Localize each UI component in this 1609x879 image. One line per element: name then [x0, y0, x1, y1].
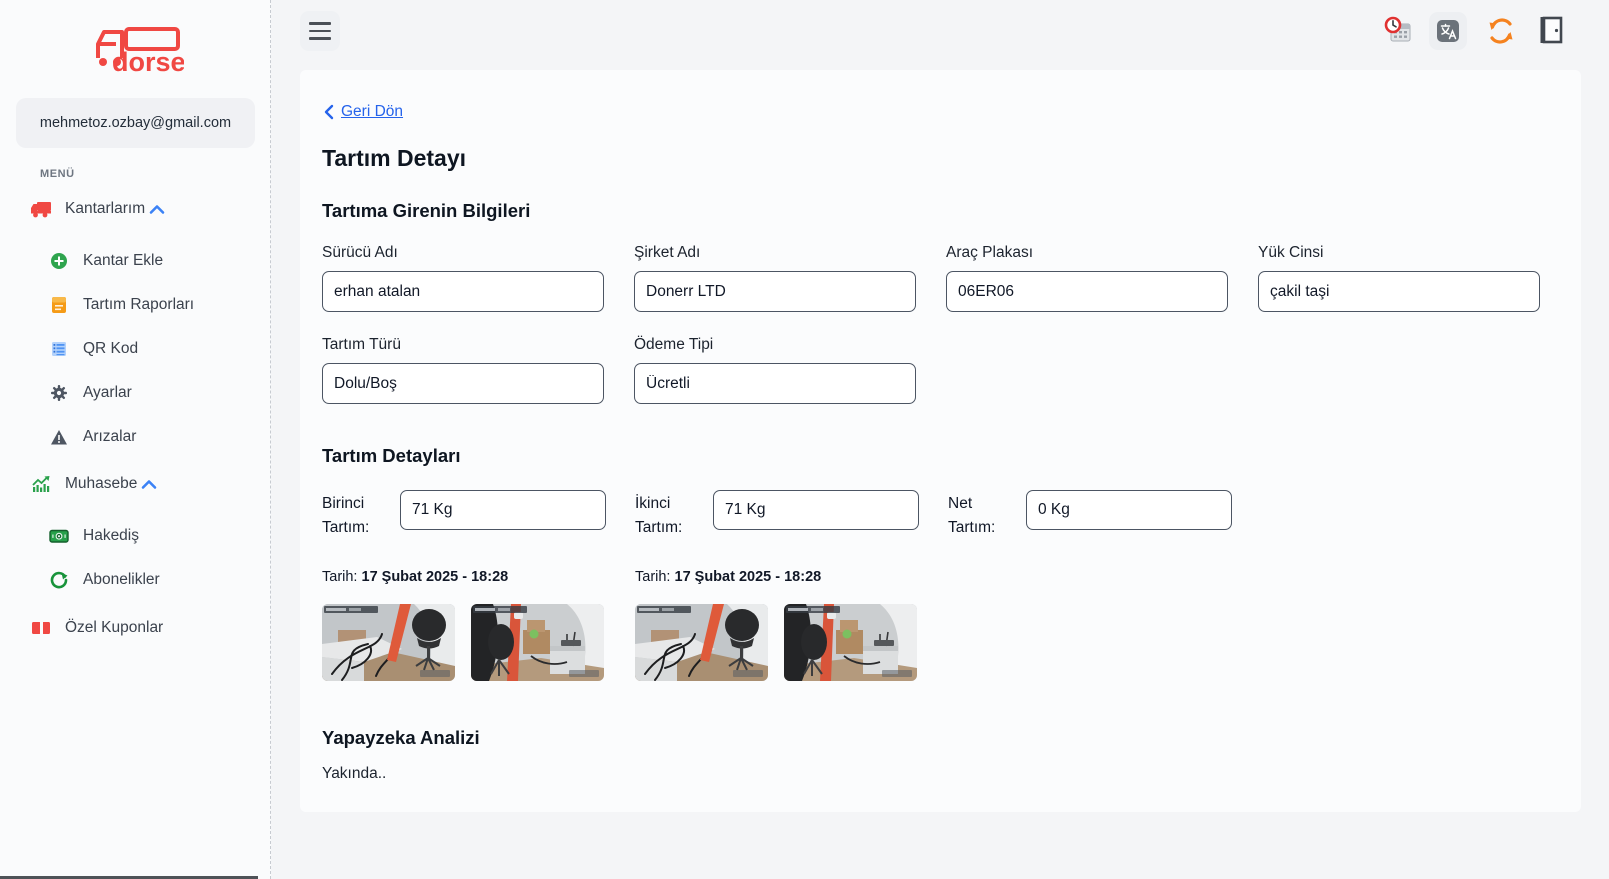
sirket-adi-input[interactable]: [634, 271, 916, 312]
sidebar-item-label: Kantarlarım: [65, 200, 146, 217]
sidebar: dorse mehmetoz.ozbay@gmail.com MENÜ Kant…: [0, 0, 271, 879]
back-link[interactable]: Geri Dön: [322, 103, 403, 121]
user-email: mehmetoz.ozbay@gmail.com: [39, 115, 232, 131]
camera-snapshot-2[interactable]: [471, 604, 604, 682]
field-label-surucu-adi: Sürücü Adı: [322, 244, 398, 261]
weighing-values-row: Birinci Tartım: İkinci Tartım: Net Tartı…: [322, 490, 1559, 540]
translate-icon[interactable]: [1429, 12, 1467, 50]
birinci-tartim-label: Birinci Tartım:: [322, 495, 370, 537]
surucu-adi-input[interactable]: [322, 271, 604, 312]
field-label-yuk-cinsi: Yük Cinsi: [1258, 244, 1324, 261]
gear-icon: [48, 384, 70, 402]
sidebar-item-abonelikler[interactable]: Abonelikler: [0, 558, 271, 602]
info-fields-row-2: Tartım Türü Ödeme Tipi: [322, 336, 1559, 404]
sidebar-item-label: Tartım Raporları: [83, 296, 195, 313]
coupon-icon: [30, 620, 52, 636]
sidebar-item-label: Arızalar: [83, 428, 137, 445]
sidebar-item-ayarlar[interactable]: Ayarlar: [0, 371, 271, 415]
second-weighing-date: Tarih: 17 Şubat 2025 - 18:28: [635, 569, 822, 586]
sidebar-nav: Kantarlarım Kantar Ekle: [0, 187, 271, 650]
ikinci-tartim-input[interactable]: [713, 490, 919, 530]
menu-section-label: MENÜ: [40, 168, 75, 180]
field-label-tartim-turu: Tartım Türü: [322, 336, 401, 353]
qr-list-icon: [48, 340, 70, 358]
sidebar-item-qr-kod[interactable]: QR Kod: [0, 327, 271, 371]
weighing-dates-row: Tarih: 17 Şubat 2025 - 18:28 Tarih: 17 Ş…: [322, 569, 1559, 585]
field-label-sirket-adi: Şirket Adı: [634, 244, 701, 261]
plus-circle-icon: [48, 252, 70, 270]
camera-snapshot-4[interactable]: [784, 604, 917, 682]
details-section-heading: Tartım Detayları: [322, 445, 461, 466]
truck-icon: [30, 200, 52, 218]
yuk-cinsi-input[interactable]: [1258, 271, 1540, 312]
sidebar-item-label: Hakediş: [83, 527, 139, 544]
user-email-chip[interactable]: mehmetoz.ozbay@gmail.com: [16, 98, 255, 148]
sidebar-item-label: Muhasebe: [65, 475, 138, 492]
ai-section-text: Yakında..: [322, 765, 387, 783]
hamburger-menu-icon[interactable]: [300, 11, 340, 51]
sidebar-item-kantarlarim[interactable]: Kantarlarım: [0, 187, 271, 231]
sidebar-item-label: Ayarlar: [83, 384, 132, 401]
odeme-tipi-input[interactable]: [634, 363, 916, 404]
ikinci-tartim-label: İkinci Tartım:: [635, 495, 683, 537]
chart-icon: [30, 475, 52, 493]
sidebar-item-arizalar[interactable]: Arızalar: [0, 415, 271, 459]
net-tartim-input[interactable]: [1026, 490, 1232, 530]
field-label-arac-plakasi: Araç Plakası: [946, 244, 1034, 261]
field-label-odeme-tipi: Ödeme Tipi: [634, 336, 714, 353]
sidebar-item-hakedis[interactable]: Hakediş: [0, 514, 271, 558]
ai-section-heading: Yapayzeka Analizi: [322, 727, 480, 749]
sidebar-item-ozel-kuponlar[interactable]: Özel Kuponlar: [0, 606, 271, 650]
first-weighing-date: Tarih: 17 Şubat 2025 - 18:28: [322, 569, 509, 586]
sidebar-item-label: Kantar Ekle: [83, 252, 164, 269]
calendar-clock-icon[interactable]: [1383, 16, 1413, 46]
camera-snapshot-3[interactable]: [635, 604, 768, 682]
sidebar-item-label: Özel Kuponlar: [65, 619, 164, 636]
weighing-photos-row: [322, 604, 1559, 682]
chevron-up-icon: [141, 479, 157, 490]
sidebar-item-label: QR Kod: [83, 340, 139, 357]
chevron-left-icon: [324, 104, 334, 120]
tartim-turu-input[interactable]: [322, 363, 604, 404]
report-icon: [48, 296, 70, 314]
net-tartim-label: Net Tartım:: [948, 495, 996, 537]
camera-snapshot-1[interactable]: [322, 604, 455, 682]
exit-door-icon[interactable]: [1537, 15, 1565, 45]
sidebar-item-kantar-ekle[interactable]: Kantar Ekle: [0, 239, 271, 283]
info-fields-row-1: Sürücü Adı Şirket Adı Araç Plakası Yük C…: [322, 244, 1559, 312]
money-icon: [48, 528, 70, 544]
brand-logo[interactable]: dorse: [0, 20, 271, 74]
sidebar-item-label: Abonelikler: [83, 571, 160, 588]
weighing-detail-card: Geri Dön Tartım Detayı Tartıma Girenin B…: [300, 70, 1581, 812]
info-section-heading: Tartıma Girenin Bilgileri: [322, 200, 531, 221]
sidebar-item-muhasebe[interactable]: Muhasebe: [0, 462, 271, 506]
logo-text: dorse: [112, 47, 184, 74]
refresh-sync-icon[interactable]: [1487, 17, 1515, 45]
repeat-icon: [48, 571, 70, 589]
warning-icon: [48, 429, 70, 446]
arac-plakasi-input[interactable]: [946, 271, 1228, 312]
sidebar-item-tartim-raporlari[interactable]: Tartım Raporları: [0, 283, 271, 327]
birinci-tartim-input[interactable]: [400, 490, 606, 530]
page-title: Tartım Detayı: [322, 145, 467, 171]
dump-truck-logo-icon: dorse: [95, 27, 184, 74]
bottom-edge-bar: [0, 876, 258, 879]
chevron-up-icon: [149, 204, 165, 215]
